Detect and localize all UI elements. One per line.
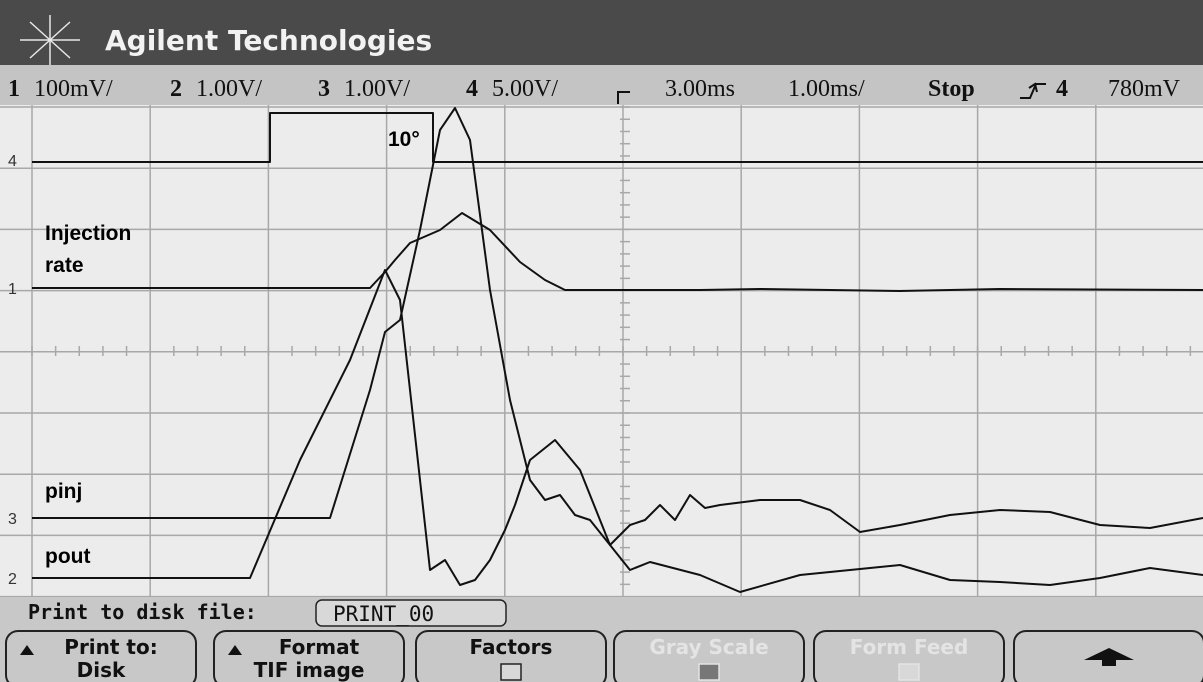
softkey-label: Factors <box>470 635 553 659</box>
trigger-source: 4 <box>1056 76 1068 102</box>
annotation: pout <box>45 545 90 568</box>
channel-number: 1 <box>8 76 20 102</box>
annotation: 10° <box>388 128 420 151</box>
softkey[interactable] <box>5 630 197 682</box>
softkey[interactable] <box>415 630 607 682</box>
channel-markers: 4 1 3 2 <box>8 153 17 588</box>
checkbox <box>500 663 522 681</box>
status-bar <box>0 65 1203 105</box>
checkbox <box>898 663 920 681</box>
trigger-level: 780mV <box>1108 76 1181 102</box>
mode: Stop <box>928 76 975 102</box>
status-texts: 1 100mV/2 1.00V/3 1.00V/4 5.00V/3.00ms 1.00ms… <box>8 76 1181 104</box>
grid <box>0 105 1203 598</box>
softkey-label: Print to: <box>64 635 157 659</box>
softkey-label: Gray Scale <box>649 635 768 659</box>
arrow-up <box>1084 648 1134 666</box>
arrow-icon <box>20 645 34 655</box>
channel-scale: 1.00V/ <box>196 76 262 102</box>
softkey-label: Form Feed <box>850 635 969 659</box>
svg-text:1: 1 <box>8 281 17 298</box>
trace-injection <box>32 212 1203 292</box>
arrow-icon <box>228 645 242 655</box>
softkey[interactable] <box>213 630 405 682</box>
checkbox <box>698 663 720 681</box>
annotation: Injection <box>45 222 131 245</box>
annotation: pinj <box>45 480 82 503</box>
graticule <box>0 105 1203 597</box>
trace-pout <box>32 269 1203 593</box>
annotation: rate <box>45 254 84 277</box>
svg-text:4: 4 <box>8 153 17 170</box>
trace-ch4 <box>32 112 1203 163</box>
softkey-value: TIF image <box>254 658 365 682</box>
channel-number: 2 <box>170 76 182 102</box>
channel-number: 3 <box>318 76 330 102</box>
softkey[interactable] <box>613 630 805 682</box>
delay: 3.00ms <box>665 76 735 102</box>
softkey[interactable] <box>813 630 1005 682</box>
channel-scale: 5.00V/ <box>492 76 558 102</box>
svg-text:2: 2 <box>8 571 17 588</box>
trace-pinj <box>32 107 1203 546</box>
file-box[interactable] <box>315 599 507 627</box>
channel-number: 4 <box>466 76 478 102</box>
svg-text:3: 3 <box>8 511 17 528</box>
channel-scale: 100mV/ <box>34 76 113 102</box>
softkey-label: Format <box>279 635 360 659</box>
print-label: Print to disk file: <box>28 600 257 624</box>
softkey-value: Disk <box>77 658 126 682</box>
trigger-icon <box>1020 82 1046 99</box>
delay-icon <box>617 91 630 104</box>
logo <box>20 15 80 65</box>
file-name: PRINT_00 <box>333 602 434 626</box>
brand: Agilent Technologies <box>105 24 432 57</box>
timebase: 1.00ms/ <box>788 76 865 102</box>
channel-scale: 1.00V/ <box>344 76 410 102</box>
header-bar <box>0 0 1203 65</box>
